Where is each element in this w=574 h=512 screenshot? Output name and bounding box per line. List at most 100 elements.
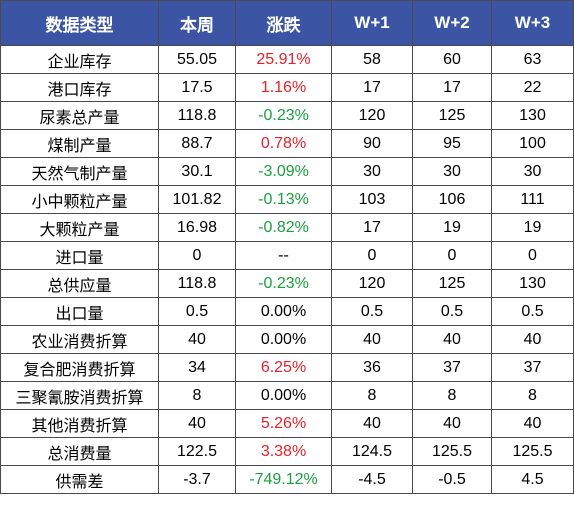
header-change: 涨跌 <box>235 0 332 46</box>
table-row: 复合肥消费折算 34 6.25% 36 37 37 <box>0 353 574 382</box>
w2-cell: 17 <box>412 73 492 102</box>
w2-cell: -0.5 <box>412 465 492 494</box>
w1-cell: 0 <box>331 241 413 270</box>
w2-cell: 125 <box>412 269 492 298</box>
row-name-cell: 出口量 <box>0 297 159 326</box>
table-row: 煤制产量 88.7 0.78% 90 95 100 <box>0 129 574 158</box>
w3-cell: 130 <box>491 101 574 130</box>
w3-cell: 125.5 <box>491 437 574 466</box>
change-cell: 25.91% <box>235 45 332 74</box>
table-row: 大颗粒产量 16.98 -0.82% 17 19 19 <box>0 213 574 242</box>
w2-cell: 8 <box>412 381 492 410</box>
row-name-cell: 其他消费折算 <box>0 409 159 438</box>
this-week-cell: 40 <box>158 409 236 438</box>
row-name-cell: 复合肥消费折算 <box>0 353 159 382</box>
row-name-cell: 小中颗粒产量 <box>0 185 159 214</box>
this-week-cell: 101.82 <box>158 185 236 214</box>
table-row: 供需差 -3.7 -749.12% -4.5 -0.5 4.5 <box>0 465 574 494</box>
w2-cell: 125.5 <box>412 437 492 466</box>
table-row: 进口量 0 -- 0 0 0 <box>0 241 574 270</box>
w2-cell: 0 <box>412 241 492 270</box>
change-cell: 0.00% <box>235 381 332 410</box>
w3-cell: 0.5 <box>491 297 574 326</box>
w1-cell: 120 <box>331 101 413 130</box>
w1-cell: 0.5 <box>331 297 413 326</box>
table-row: 总消费量 122.5 3.38% 124.5 125.5 125.5 <box>0 437 574 466</box>
this-week-cell: 16.98 <box>158 213 236 242</box>
table-row: 总供应量 118.8 -0.23% 120 125 130 <box>0 269 574 298</box>
table-body: 企业库存 55.05 25.91% 58 60 63 港口库存 17.5 1.16% 17 17 22… <box>0 45 574 494</box>
w2-cell: 95 <box>412 129 492 158</box>
row-name-cell: 进口量 <box>0 241 159 270</box>
change-cell: -3.09% <box>235 157 332 186</box>
w3-cell: 30 <box>491 157 574 186</box>
w3-cell: 37 <box>491 353 574 382</box>
header-data-type: 数据类型 <box>0 0 159 46</box>
header-row: 数据类型 本周 涨跌 W+1 W+2 W+3 <box>0 0 574 46</box>
change-cell: -0.23% <box>235 269 332 298</box>
row-name-cell: 天然气制产量 <box>0 157 159 186</box>
w3-cell: 111 <box>491 185 574 214</box>
w1-cell: 40 <box>331 409 413 438</box>
this-week-cell: 0.5 <box>158 297 236 326</box>
this-week-cell: 30.1 <box>158 157 236 186</box>
table-header: 数据类型 本周 涨跌 W+1 W+2 W+3 <box>0 0 574 46</box>
change-cell: -- <box>235 241 332 270</box>
change-cell: 1.16% <box>235 73 332 102</box>
table-row: 港口库存 17.5 1.16% 17 17 22 <box>0 73 574 102</box>
w1-cell: -4.5 <box>331 465 413 494</box>
w3-cell: 130 <box>491 269 574 298</box>
row-name-cell: 煤制产量 <box>0 129 159 158</box>
change-cell: 0.78% <box>235 129 332 158</box>
w1-cell: 30 <box>331 157 413 186</box>
header-this-week: 本周 <box>158 0 236 46</box>
this-week-cell: 17.5 <box>158 73 236 102</box>
change-cell: 0.00% <box>235 297 332 326</box>
w2-cell: 40 <box>412 325 492 354</box>
table-row: 企业库存 55.05 25.91% 58 60 63 <box>0 45 574 74</box>
w2-cell: 37 <box>412 353 492 382</box>
table-row: 其他消费折算 40 5.26% 40 40 40 <box>0 409 574 438</box>
change-cell: -0.23% <box>235 101 332 130</box>
change-cell: 5.26% <box>235 409 332 438</box>
row-name-cell: 总供应量 <box>0 269 159 298</box>
w2-cell: 30 <box>412 157 492 186</box>
w2-cell: 0.5 <box>412 297 492 326</box>
change-cell: 3.38% <box>235 437 332 466</box>
table-row: 小中颗粒产量 101.82 -0.13% 103 106 111 <box>0 185 574 214</box>
header-w1: W+1 <box>331 0 413 46</box>
change-cell: -0.13% <box>235 185 332 214</box>
w3-cell: 40 <box>491 409 574 438</box>
table-row: 天然气制产量 30.1 -3.09% 30 30 30 <box>0 157 574 186</box>
change-cell: -749.12% <box>235 465 332 494</box>
this-week-cell: -3.7 <box>158 465 236 494</box>
w1-cell: 58 <box>331 45 413 74</box>
w2-cell: 19 <box>412 213 492 242</box>
row-name-cell: 总消费量 <box>0 437 159 466</box>
table-row: 出口量 0.5 0.00% 0.5 0.5 0.5 <box>0 297 574 326</box>
change-cell: -0.82% <box>235 213 332 242</box>
w3-cell: 8 <box>491 381 574 410</box>
this-week-cell: 0 <box>158 241 236 270</box>
w3-cell: 22 <box>491 73 574 102</box>
this-week-cell: 55.05 <box>158 45 236 74</box>
this-week-cell: 8 <box>158 381 236 410</box>
this-week-cell: 122.5 <box>158 437 236 466</box>
w3-cell: 63 <box>491 45 574 74</box>
w1-cell: 40 <box>331 325 413 354</box>
this-week-cell: 40 <box>158 325 236 354</box>
w1-cell: 120 <box>331 269 413 298</box>
w2-cell: 106 <box>412 185 492 214</box>
w2-cell: 125 <box>412 101 492 130</box>
w1-cell: 90 <box>331 129 413 158</box>
change-cell: 0.00% <box>235 325 332 354</box>
header-w3: W+3 <box>491 0 574 46</box>
table-row: 尿素总产量 118.8 -0.23% 120 125 130 <box>0 101 574 130</box>
w1-cell: 124.5 <box>331 437 413 466</box>
row-name-cell: 大颗粒产量 <box>0 213 159 242</box>
this-week-cell: 118.8 <box>158 269 236 298</box>
this-week-cell: 88.7 <box>158 129 236 158</box>
table-row: 农业消费折算 40 0.00% 40 40 40 <box>0 325 574 354</box>
w1-cell: 17 <box>331 73 413 102</box>
row-name-cell: 尿素总产量 <box>0 101 159 130</box>
